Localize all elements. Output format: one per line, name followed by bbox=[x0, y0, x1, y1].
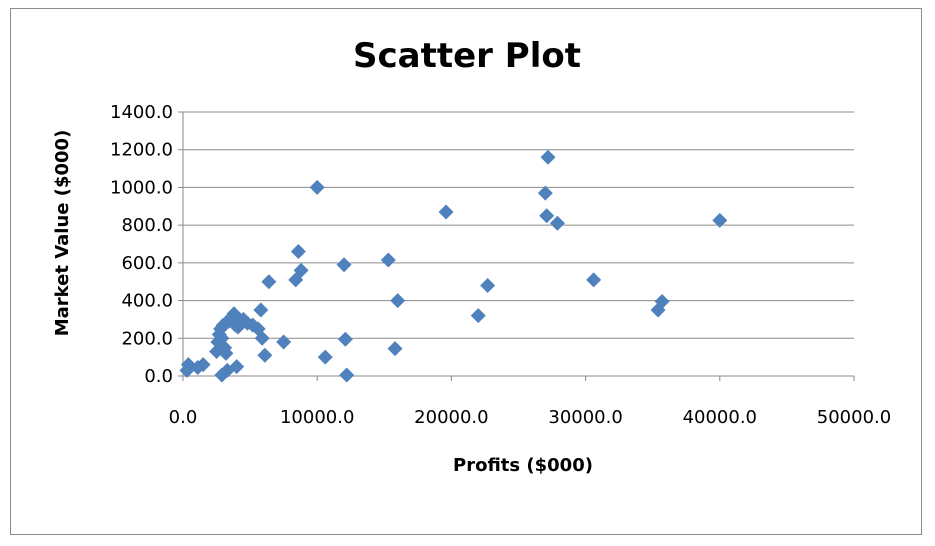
data-point bbox=[438, 204, 454, 220]
data-point bbox=[261, 274, 277, 290]
data-point bbox=[586, 272, 602, 288]
x-axis-title: Profits ($000) bbox=[453, 455, 593, 476]
data-point bbox=[290, 244, 306, 260]
gridlines bbox=[183, 111, 854, 339]
y-tick-labels: 0.0 200.0 400.0 600.0 800.0 1000.0 1200.0 1400.… bbox=[110, 102, 173, 387]
data-point bbox=[218, 345, 234, 361]
data-point bbox=[537, 185, 553, 201]
chart-area: Scatter Plot 0.0 200.0 400.0 600.0 800.0 1000… bbox=[10, 8, 922, 535]
scatter-chart: Scatter Plot 0.0 200.0 400.0 600.0 800.0 1000… bbox=[52, 36, 892, 476]
x-tick-label: 0.0 bbox=[169, 407, 198, 428]
x-tick-label: 50000.0 bbox=[817, 407, 891, 428]
data-point bbox=[317, 349, 333, 365]
data-point bbox=[179, 362, 195, 378]
data-point bbox=[254, 330, 270, 346]
data-point bbox=[549, 215, 565, 231]
y-tick-label: 600.0 bbox=[121, 253, 173, 274]
y-tick-label: 1400.0 bbox=[110, 102, 173, 123]
data-point bbox=[390, 293, 406, 309]
data-point bbox=[387, 341, 403, 357]
data-point bbox=[336, 257, 352, 273]
data-point bbox=[276, 334, 292, 350]
data-point bbox=[480, 277, 496, 293]
data-point bbox=[539, 208, 555, 224]
y-tick-label: 1200.0 bbox=[110, 140, 173, 161]
y-axis-title: Market Value ($000) bbox=[52, 130, 73, 337]
data-point bbox=[257, 347, 273, 363]
data-point bbox=[339, 367, 355, 383]
y-tick-label: 200.0 bbox=[121, 328, 173, 349]
data-point bbox=[540, 149, 556, 165]
y-tick-label: 0.0 bbox=[144, 366, 173, 387]
x-tick-label: 10000.0 bbox=[280, 407, 354, 428]
data-point bbox=[309, 179, 325, 195]
data-points bbox=[179, 149, 728, 383]
x-tick-label: 40000.0 bbox=[683, 407, 757, 428]
x-tick-labels: 0.0 10000.0 20000.0 30000.0 40000.0 50000.0 bbox=[169, 407, 892, 428]
data-point bbox=[293, 262, 309, 278]
axes bbox=[178, 111, 855, 381]
data-point bbox=[253, 302, 269, 318]
chart-title: Scatter Plot bbox=[353, 36, 581, 76]
y-tick-label: 1000.0 bbox=[110, 177, 173, 198]
data-point bbox=[712, 212, 728, 228]
data-point bbox=[380, 252, 396, 268]
y-tick-label: 400.0 bbox=[121, 291, 173, 312]
x-tick-label: 20000.0 bbox=[414, 407, 488, 428]
data-point bbox=[226, 306, 242, 322]
x-tick-label: 30000.0 bbox=[548, 407, 622, 428]
data-point bbox=[337, 331, 353, 347]
y-tick-label: 800.0 bbox=[121, 215, 173, 236]
data-point bbox=[229, 359, 245, 375]
data-point bbox=[654, 294, 670, 310]
data-point bbox=[195, 357, 211, 373]
data-point bbox=[470, 308, 486, 324]
